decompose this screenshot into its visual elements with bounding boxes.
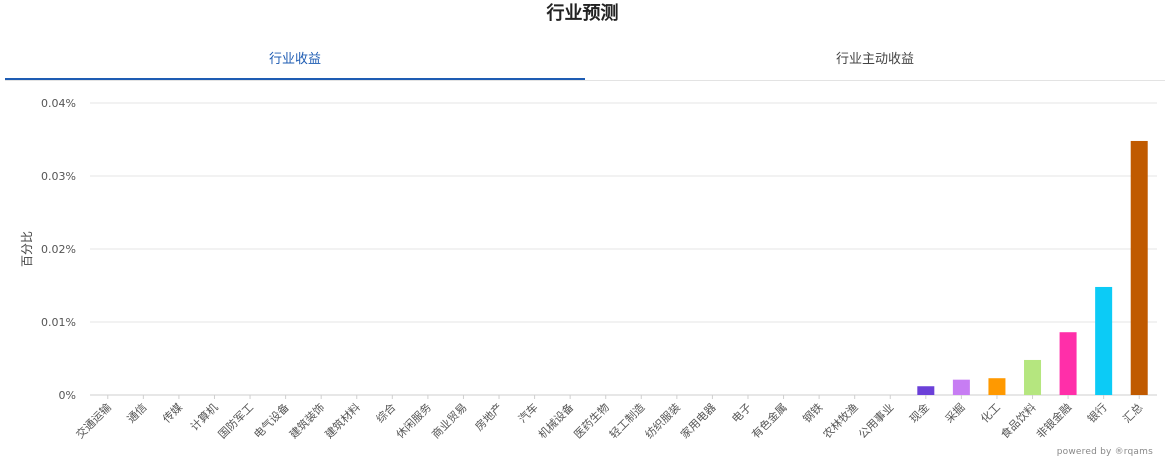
bar-26 (1024, 359, 1042, 395)
x-tick-label: 综合 (373, 400, 398, 425)
y-tick-label: 0.04% (41, 97, 76, 110)
x-tick-label: 化工 (978, 400, 1003, 425)
x-tick-label: 食品饮料 (998, 400, 1039, 441)
x-tick-label: 有色金属 (749, 400, 790, 441)
x-tick-label: 建筑材料 (322, 400, 363, 441)
bar-29 (1130, 140, 1148, 395)
y-tick-label: 0% (59, 389, 76, 402)
y-tick-label: 0.02% (41, 243, 76, 256)
x-tick-label: 轻工制造 (606, 400, 647, 441)
y-axis-label: 百分比 (20, 231, 34, 267)
x-tick-label: 计算机 (187, 400, 220, 433)
tab-bar: 行业收益 行业主动收益 (5, 44, 1165, 81)
x-tick-label: 非银金融 (1033, 400, 1074, 441)
x-tick-label: 钢铁 (800, 401, 825, 426)
bar-25 (988, 378, 1006, 395)
y-tick-label: 0.03% (41, 170, 76, 183)
x-tick-label: 汇总 (1120, 400, 1145, 425)
x-tick-label: 家用电器 (678, 400, 719, 441)
powered-by-label: powered by ®rqams (1056, 447, 1153, 457)
x-tick-label: 传媒 (160, 401, 185, 426)
x-tick-label: 纺织服装 (642, 400, 683, 441)
bar-24 (952, 379, 970, 395)
x-tick-label: 休闲服务 (393, 400, 434, 441)
bar-27 (1059, 332, 1077, 395)
x-tick-label: 国防军工 (215, 400, 256, 441)
x-tick-label: 现金 (906, 400, 931, 425)
tab-industry-return[interactable]: 行业收益 (5, 44, 585, 80)
x-tick-label: 通信 (125, 401, 150, 426)
x-tick-label: 银行 (1084, 400, 1109, 425)
bar-23 (917, 386, 935, 395)
x-tick-label: 公用事业 (856, 401, 896, 441)
bar-28 (1095, 286, 1113, 395)
x-tick-label: 房地产 (472, 400, 505, 433)
tab-industry-active-return[interactable]: 行业主动收益 (835, 52, 914, 67)
page-title: 行业预测 (546, 3, 619, 24)
x-tick-label: 交通运输 (73, 400, 114, 441)
x-tick-label: 采掘 (942, 400, 967, 425)
x-tick-label: 医药生物 (571, 400, 612, 441)
x-tick-label: 商业贸易 (429, 400, 470, 441)
x-tick-label: 农林牧渔 (820, 400, 861, 441)
x-tick-label: 电气设备 (251, 400, 292, 441)
x-tick-label: 机械设备 (535, 400, 576, 441)
x-tick-label: 电子 (729, 401, 754, 426)
y-tick-label: 0.01% (41, 316, 76, 329)
x-tick-label: 汽车 (515, 400, 540, 425)
x-tick-label: 建筑装饰 (286, 400, 327, 441)
